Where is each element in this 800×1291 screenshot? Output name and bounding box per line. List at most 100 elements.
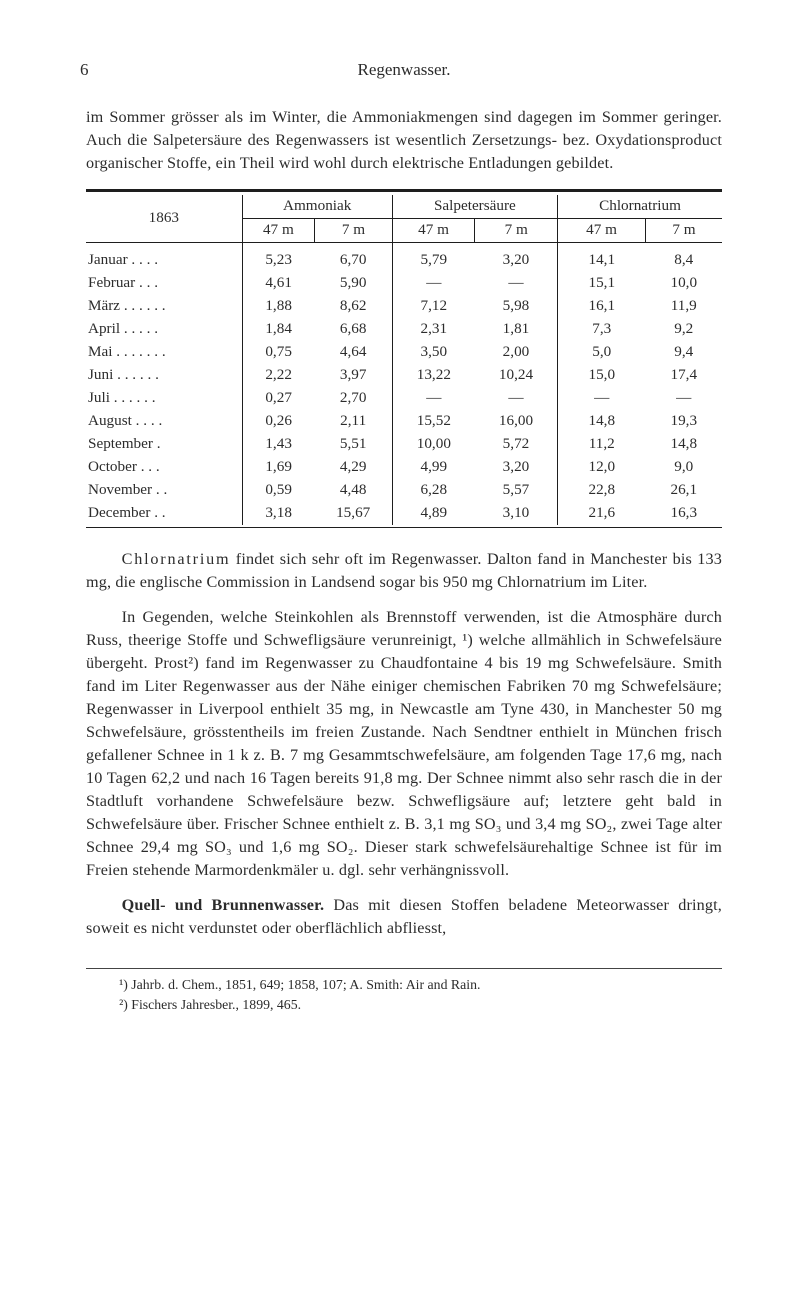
table-row: Januar . . . .5,236,705,793,2014,18,4 [86,249,722,272]
th-sub: 7 m [315,218,393,242]
cell: 3,50 [392,341,475,364]
cell: 5,79 [392,249,475,272]
cell: 6,68 [315,318,393,341]
cell: 2,70 [315,387,393,410]
table-row: November . .0,594,486,285,5722,826,1 [86,479,722,502]
cell: 22,8 [558,479,646,502]
cell: 5,72 [475,433,558,456]
para4-lead: Quell- und Brunnenwasser. [122,896,325,914]
cell: 17,4 [646,364,722,387]
cell-month: Februar . . . [86,272,242,295]
th-sub: 47 m [242,218,314,242]
cell: 1,84 [242,318,314,341]
cell: 12,0 [558,456,646,479]
cell: 11,9 [646,295,722,318]
cell: 2,22 [242,364,314,387]
cell: 5,57 [475,479,558,502]
cell: 8,4 [646,249,722,272]
cell-month: März . . . . . . [86,295,242,318]
cell: 11,2 [558,433,646,456]
cell: 10,0 [646,272,722,295]
th-year: 1863 [86,195,242,242]
cell: 0,75 [242,341,314,364]
cell-month: August . . . . [86,410,242,433]
cell: 26,1 [646,479,722,502]
cell-month: April . . . . . [86,318,242,341]
cell-month: Juni . . . . . . [86,364,242,387]
table-row: September .1,435,5110,005,7211,214,8 [86,433,722,456]
cell: 3,10 [475,502,558,525]
cell: 16,1 [558,295,646,318]
cell: 15,52 [392,410,475,433]
cell: — [475,387,558,410]
table-row: März . . . . . .1,888,627,125,9816,111,9 [86,295,722,318]
cell: 4,48 [315,479,393,502]
cell: 3,18 [242,502,314,525]
th-chlornatrium: Chlornatrium [558,195,722,218]
cell: 14,8 [646,433,722,456]
cell: 15,0 [558,364,646,387]
table-row: October . . .1,694,294,993,2012,09,0 [86,456,722,479]
running-title: Regenwasser. [86,58,722,82]
cell: 5,51 [315,433,393,456]
cell: 8,62 [315,295,393,318]
table-row: Juli . . . . . .0,272,70———— [86,387,722,410]
cell: 9,2 [646,318,722,341]
th-sub: 47 m [558,218,646,242]
table-row: December . .3,1815,674,893,1021,616,3 [86,502,722,525]
data-table: 1863 Ammoniak Salpetersäure Chlornatrium… [86,189,722,528]
cell: 4,61 [242,272,314,295]
cell: 2,11 [315,410,393,433]
cell: 16,3 [646,502,722,525]
page-header: 6 Regenwasser. [86,58,722,82]
cell: 16,00 [475,410,558,433]
th-salpetersaure: Salpetersäure [392,195,557,218]
paragraph-3: In Gegenden, welche Steinkohlen als Bren… [86,606,722,882]
table-row: Juni . . . . . .2,223,9713,2210,2415,017… [86,364,722,387]
cell-month: September . [86,433,242,456]
cell: 5,0 [558,341,646,364]
cell: 13,22 [392,364,475,387]
paragraph-2: Chlornatrium findet sich sehr oft im Reg… [86,548,722,594]
cell-month: October . . . [86,456,242,479]
cell: 21,6 [558,502,646,525]
cell-month: Januar . . . . [86,249,242,272]
cell-month: Mai . . . . . . . [86,341,242,364]
cell: 6,70 [315,249,393,272]
cell: 3,20 [475,456,558,479]
cell: 1,69 [242,456,314,479]
table-row: Februar . . .4,615,90——15,110,0 [86,272,722,295]
footnote-2: ²) Fischers Jahresber., 1899, 465. [86,995,722,1015]
cell: 5,23 [242,249,314,272]
table-row: August . . . .0,262,1115,5216,0014,819,3 [86,410,722,433]
cell: 3,20 [475,249,558,272]
cell: — [475,272,558,295]
table-row: April . . . . .1,846,682,311,817,39,2 [86,318,722,341]
cell-month: Juli . . . . . . [86,387,242,410]
cell: — [392,272,475,295]
cell: 4,99 [392,456,475,479]
cell: 14,1 [558,249,646,272]
cell: 0,26 [242,410,314,433]
th-sub: 47 m [392,218,475,242]
cell: 1,88 [242,295,314,318]
cell: 15,1 [558,272,646,295]
th-ammoniak: Ammoniak [242,195,392,218]
th-sub: 7 m [475,218,558,242]
cell: 14,8 [558,410,646,433]
cell: 6,28 [392,479,475,502]
cell: 5,98 [475,295,558,318]
cell: 1,81 [475,318,558,341]
cell: — [392,387,475,410]
cell: 4,64 [315,341,393,364]
cell: 10,00 [392,433,475,456]
page: 6 Regenwasser. im Sommer grösser als im … [0,0,800,1075]
cell: 2,00 [475,341,558,364]
para2-lead: Chlornatrium [122,550,231,568]
cell: 4,89 [392,502,475,525]
paragraph-4: Quell- und Brunnenwasser. Das mit diesen… [86,894,722,940]
cell-month: November . . [86,479,242,502]
table-body: Januar . . . .5,236,705,793,2014,18,4Feb… [86,249,722,525]
footnotes: ¹) Jahrb. d. Chem., 1851, 649; 1858, 107… [86,968,722,1015]
cell: 15,67 [315,502,393,525]
